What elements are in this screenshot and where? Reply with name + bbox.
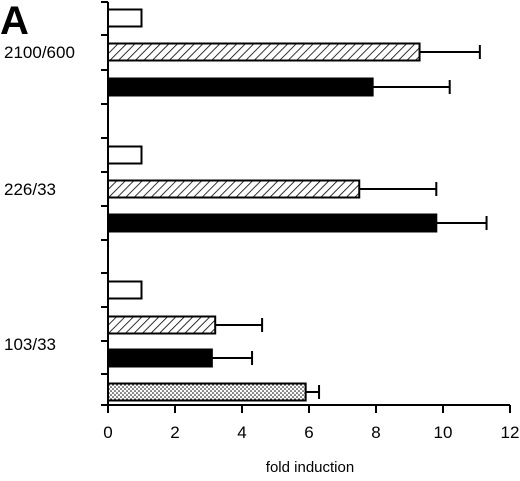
x-tick-label: 0 (103, 423, 112, 442)
bar-black (107, 77, 374, 97)
labels: 0 2 4 6 8 10 12 2100/600 226/33 103/33 (4, 43, 519, 442)
x-axis-title: fold induction (266, 459, 354, 476)
panel-letter: A (0, 0, 29, 43)
category-label: 2100/600 (4, 43, 75, 62)
bar-hatched (107, 315, 217, 335)
x-tick-label: 10 (434, 423, 453, 442)
axes (101, 1, 511, 413)
bar-white (107, 280, 143, 300)
x-tick-label: 2 (170, 423, 179, 442)
x-tick-label: 6 (304, 423, 313, 442)
category-label: 226/33 (4, 180, 56, 199)
bar-white (107, 8, 143, 28)
bar-hatched (107, 179, 361, 199)
category-label: 103/33 (4, 335, 56, 354)
bar-black (107, 213, 438, 233)
x-tick-label: 4 (237, 423, 246, 442)
x-tick-label: 12 (501, 423, 520, 442)
bar-hatched (107, 42, 421, 62)
bars (107, 8, 488, 402)
bar-white (107, 145, 143, 165)
x-tick-label: 8 (371, 423, 380, 442)
bar-dotted (107, 382, 307, 402)
bar-black (107, 348, 213, 368)
